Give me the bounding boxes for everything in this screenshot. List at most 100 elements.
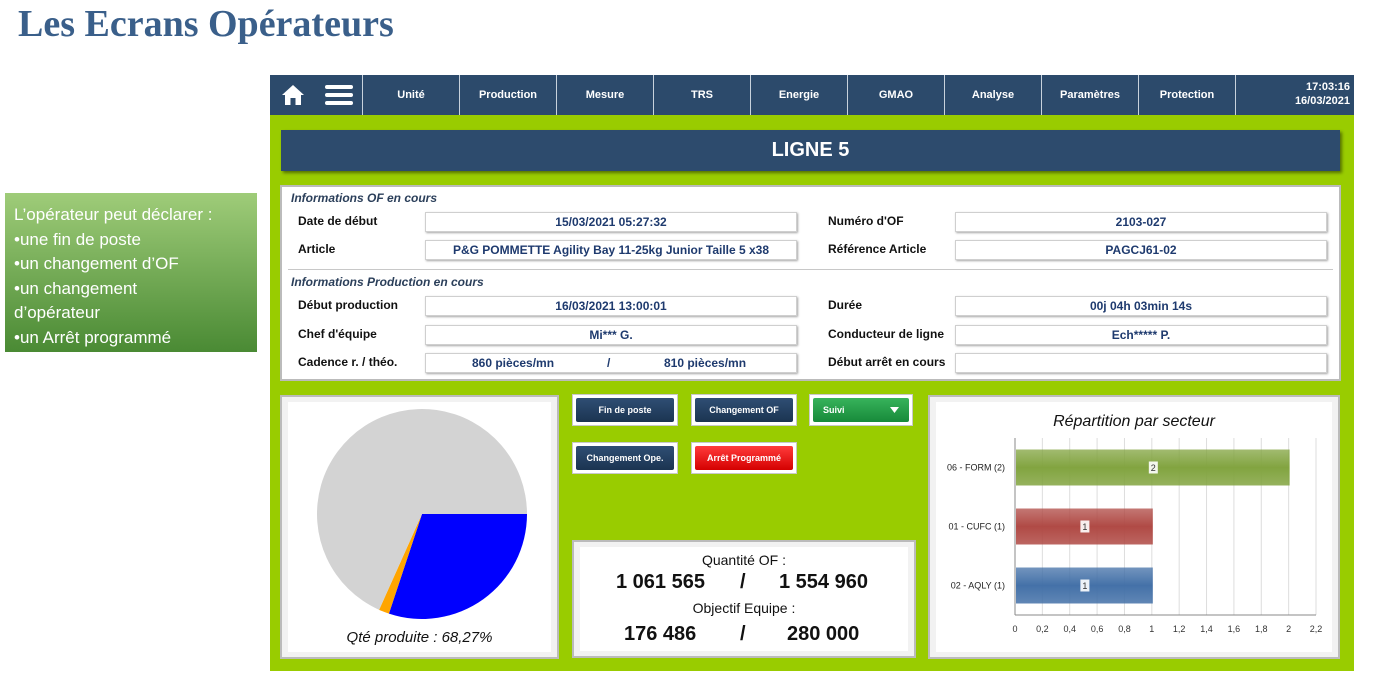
rate-separator: / (607, 356, 611, 370)
x-tick-label: 2 (1286, 624, 1291, 634)
data-label-bg (1080, 520, 1090, 533)
of-section-title: Informations OF en cours (291, 191, 438, 205)
stop-field (955, 353, 1327, 373)
nav-protection[interactable]: Protection (1138, 75, 1235, 115)
pie-chart (317, 409, 527, 619)
x-tick-label: 1 (1149, 624, 1154, 634)
chief-field: Mi*** G. (425, 325, 797, 345)
end-shift-label: Fin de poste (576, 398, 674, 422)
category-label: 02 - AQLY (1) (951, 581, 1005, 591)
pie-chart-area: Qté produite : 68,27% (288, 402, 551, 652)
pie-slice-1 (379, 514, 422, 614)
callout-item: •un changement (14, 278, 138, 298)
info-callout: L’opérateur peut déclarer : •une fin de … (5, 193, 257, 352)
x-tick-label: 1,8 (1255, 624, 1268, 634)
stop-label: Début arrêt en cours (828, 355, 946, 369)
change-of-button[interactable]: Changement OF (691, 394, 797, 426)
callout-item: •un changement d’OF (14, 254, 179, 273)
quantity-panel: Quantité OF : 1 061 565 / 1 554 960 Obje… (572, 540, 916, 658)
team-goal-label: Objectif Equipe : (692, 600, 796, 616)
pie-slice-2 (317, 409, 527, 610)
x-tick-label: 1,6 (1228, 624, 1241, 634)
data-label: 1 (1082, 581, 1087, 591)
of-number-field: 2103-027 (955, 212, 1327, 232)
sector-chart-area: Répartition par secteur 0 0,2 0,4 0,6 0,8 1 1,2… (936, 402, 1332, 652)
x-tick-label: 0,6 (1091, 624, 1104, 634)
callout-item: •un Arrêt programmé (14, 327, 172, 347)
nav-energie[interactable]: Energie (750, 75, 847, 115)
pie-slice-0 (388, 514, 527, 619)
operator-screen: Unité Production Mesure TRS Energie GMAO… (270, 75, 1354, 671)
x-tick-label: 2,2 (1310, 624, 1323, 634)
caret-down-icon (890, 407, 899, 413)
clock: 17:03:16 16/03/2021 (1235, 75, 1354, 115)
article-label: Article (298, 242, 336, 256)
follow-dropdown[interactable]: Suivi (809, 394, 913, 426)
info-panel: Informations OF en cours Date de début 1… (280, 185, 1341, 381)
start-date-label: Date de début (298, 214, 378, 228)
production-pie-panel: Qté produite : 68,27% (280, 395, 559, 659)
planned-stop-button[interactable]: Arrêt Programmé (691, 442, 797, 474)
section-divider (288, 269, 1333, 270)
nav-analyse[interactable]: Analyse (944, 75, 1041, 115)
chart-title: Répartition par secteur (1053, 413, 1216, 430)
menu-icon (325, 85, 353, 105)
driver-label: Conducteur de ligne (828, 327, 945, 341)
nav-mesure[interactable]: Mesure (556, 75, 653, 115)
change-operator-label: Changement Ope. (576, 446, 674, 470)
home-button[interactable] (270, 75, 316, 115)
of-quantity-separator: / (740, 571, 746, 593)
x-tick-label: 0 (1012, 624, 1017, 634)
rate-theoretical: 810 pièces/mn (664, 356, 747, 370)
rate-label: Cadence r. / théo. (298, 355, 398, 369)
x-tick-label: 0,8 (1118, 624, 1131, 634)
change-of-label: Changement OF (695, 398, 793, 422)
ref-article-field: PAGCJ61-02 (955, 240, 1327, 260)
x-tick-label: 1,2 (1173, 624, 1186, 634)
ref-article-label: Référence Article (828, 242, 927, 256)
callout-item: •une fin de poste (14, 229, 141, 249)
of-quantity-total: 1 554 960 (779, 571, 868, 593)
top-navbar: Unité Production Mesure TRS Energie GMAO… (270, 75, 1354, 115)
data-label: 2 (1151, 463, 1156, 473)
x-tick-label: 1,4 (1200, 624, 1213, 634)
change-operator-button[interactable]: Changement Ope. (572, 442, 678, 474)
category-label: 01 - CUFC (1) (948, 522, 1005, 532)
nav-trs[interactable]: TRS (653, 75, 750, 115)
nav-unite[interactable]: Unité (362, 75, 459, 115)
prod-start-label: Début production (298, 298, 398, 312)
end-shift-button[interactable]: Fin de poste (572, 394, 678, 426)
duration-label: Durée (828, 298, 863, 312)
pie-caption: Qté produite : 68,27% (346, 629, 493, 646)
clock-date: 16/03/2021 (1294, 95, 1350, 107)
sector-chart-panel: Répartition par secteur 0 0,2 0,4 0,6 0,8 1 1,2… (928, 395, 1340, 659)
of-quantity-done: 1 061 565 (616, 571, 705, 593)
chief-label: Chef d'équipe (298, 327, 377, 341)
clock-time: 17:03:16 (1305, 81, 1350, 93)
callout-intro: L’opérateur peut déclarer : (14, 205, 213, 224)
of-quantity-label: Quantité OF : (701, 552, 787, 568)
nav-production[interactable]: Production (459, 75, 556, 115)
team-goal-done: 176 486 (624, 623, 697, 645)
follow-label: Suivi (823, 405, 845, 415)
category-label: 06 - FORM (2) (947, 463, 1005, 473)
start-date-field: 15/03/2021 05:27:32 (425, 212, 797, 232)
callout-item: d’opérateur (14, 303, 101, 322)
home-icon (282, 85, 304, 105)
follow-dropdown-face: Suivi (813, 398, 909, 422)
menu-button[interactable] (316, 75, 362, 115)
nav-parametres[interactable]: Paramètres (1041, 75, 1138, 115)
planned-stop-label: Arrêt Programmé (695, 446, 793, 470)
data-label: 1 (1082, 522, 1087, 532)
line-title: LIGNE 5 (281, 130, 1340, 171)
rate-real: 860 pièces/mn (472, 356, 555, 370)
data-label-bg (1080, 579, 1090, 592)
x-tick-label: 0,4 (1063, 624, 1076, 634)
sector-bar-chart: Répartition par secteur 0 0,2 0,4 0,6 0,8 1 1,2… (947, 413, 1323, 634)
nav-gmao[interactable]: GMAO (847, 75, 944, 115)
article-field: P&G POMMETTE Agility Bay 11-25kg Junior … (425, 240, 797, 260)
team-goal-total: 280 000 (787, 623, 860, 645)
quantity-area: Quantité OF : 1 061 565 / 1 554 960 Obje… (580, 547, 908, 651)
duration-field: 00j 04h 03min 14s (955, 296, 1327, 316)
x-tick-label: 0,2 (1036, 624, 1049, 634)
